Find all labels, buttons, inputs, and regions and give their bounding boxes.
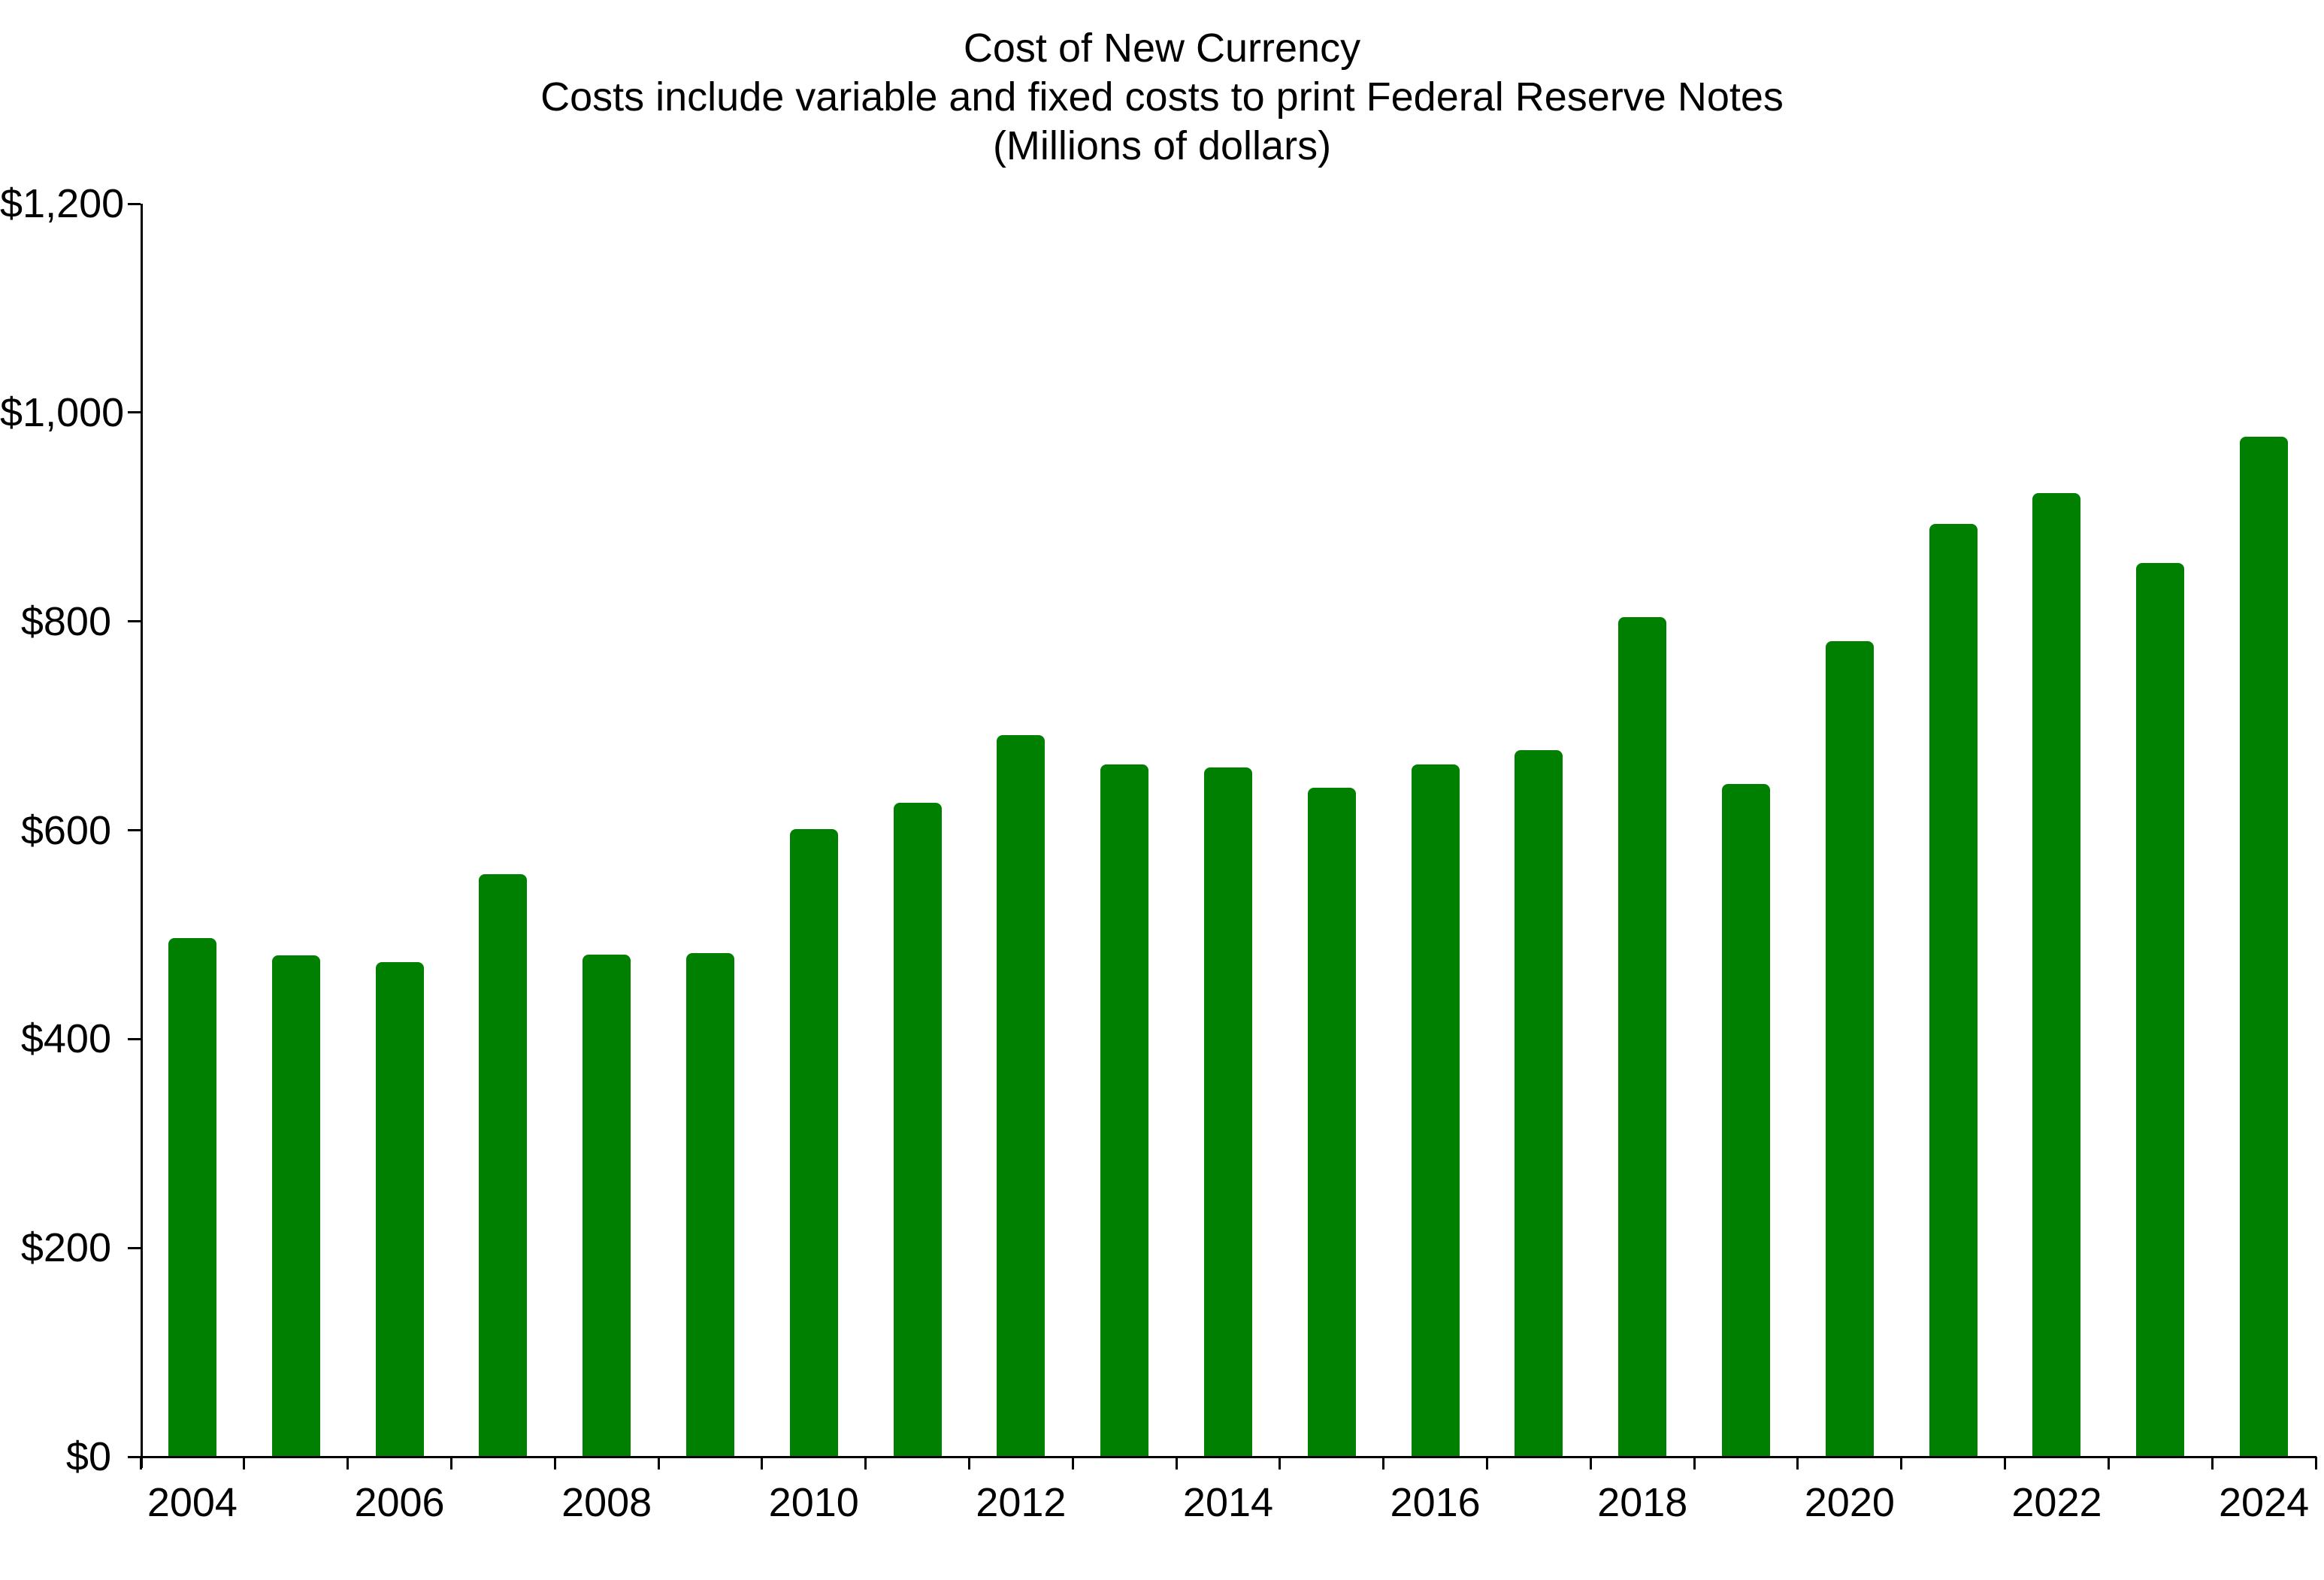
x-tick-20 xyxy=(2211,1457,2214,1470)
x-tick-10 xyxy=(1175,1457,1178,1470)
bar-2017 xyxy=(1515,749,1563,1457)
bar-2022 xyxy=(2032,492,2081,1457)
bar-2011 xyxy=(893,803,942,1457)
x-tick-label-2014: 2014 xyxy=(1182,1480,1274,1525)
x-tick-label-2004: 2004 xyxy=(147,1480,238,1525)
x-tick-14 xyxy=(1589,1457,1592,1470)
bar-2019 xyxy=(1722,784,1771,1457)
bar-2013 xyxy=(1100,764,1149,1457)
y-tick-label-200: $200 xyxy=(20,1225,111,1271)
y-tick-200 xyxy=(128,1246,141,1249)
chart-units-label: (Millions of dollars) xyxy=(992,123,1332,168)
y-axis xyxy=(141,204,143,1468)
y-tick-0 xyxy=(128,1455,141,1458)
x-tick-17 xyxy=(1900,1457,1903,1470)
y-tick-400 xyxy=(128,1037,141,1040)
x-tick-3 xyxy=(449,1457,452,1470)
x-tick-label-2012: 2012 xyxy=(976,1480,1067,1525)
x-tick-21 xyxy=(2314,1457,2317,1470)
y-tick-label-1200: $1,200 xyxy=(0,181,125,226)
x-tick-6 xyxy=(761,1457,764,1470)
y-tick-label-800: $800 xyxy=(20,598,111,644)
bar-2006 xyxy=(375,961,424,1457)
bar-2021 xyxy=(1929,524,1978,1457)
x-tick-label-2020: 2020 xyxy=(1804,1480,1895,1525)
x-tick-12 xyxy=(1382,1457,1385,1470)
x-tick-1 xyxy=(243,1457,246,1470)
x-tick-16 xyxy=(1796,1457,1799,1470)
y-tick-label-400: $400 xyxy=(20,1016,111,1062)
x-tick-5 xyxy=(657,1457,660,1470)
bar-2024 xyxy=(2240,436,2289,1457)
x-axis xyxy=(140,1455,2316,1458)
x-tick-19 xyxy=(2107,1457,2110,1470)
x-tick-18 xyxy=(2004,1457,2007,1470)
x-tick-2 xyxy=(346,1457,350,1470)
bar-2009 xyxy=(685,953,734,1457)
x-tick-label-2006: 2006 xyxy=(354,1480,445,1525)
x-tick-label-2010: 2010 xyxy=(768,1480,859,1525)
bar-2015 xyxy=(1307,787,1356,1457)
x-tick-13 xyxy=(1486,1457,1489,1470)
x-tick-11 xyxy=(1279,1457,1282,1470)
y-tick-label-600: $600 xyxy=(20,807,111,853)
y-tick-label-0: $0 xyxy=(65,1434,111,1479)
x-tick-4 xyxy=(553,1457,556,1470)
x-tick-15 xyxy=(1693,1457,1696,1470)
chart-subtitle: Costs include variable and fixed costs t… xyxy=(540,74,1784,120)
x-tick-9 xyxy=(1071,1457,1074,1470)
bar-2018 xyxy=(1618,617,1667,1457)
y-tick-800 xyxy=(128,620,141,623)
bar-2020 xyxy=(1825,641,1874,1457)
x-tick-label-2022: 2022 xyxy=(2011,1480,2102,1525)
chart-title: Cost of New Currency xyxy=(963,26,1361,71)
y-tick-600 xyxy=(128,829,141,831)
bar-2007 xyxy=(479,873,528,1457)
bar-2014 xyxy=(1204,767,1252,1457)
y-tick-label-1000: $1,000 xyxy=(0,389,125,435)
y-tick-1200 xyxy=(128,202,141,205)
bar-2023 xyxy=(2136,562,2185,1457)
bar-2004 xyxy=(168,937,216,1457)
bar-2012 xyxy=(997,735,1045,1457)
y-tick-1000 xyxy=(128,411,141,414)
x-tick-8 xyxy=(967,1457,970,1470)
bar-2005 xyxy=(271,955,320,1457)
x-tick-label-2016: 2016 xyxy=(1390,1480,1481,1525)
bar-2010 xyxy=(789,829,838,1457)
x-tick-label-2024: 2024 xyxy=(2219,1480,2310,1525)
bar-2008 xyxy=(583,954,631,1457)
bar-2016 xyxy=(1411,764,1460,1457)
x-tick-label-2008: 2008 xyxy=(561,1480,652,1525)
chart-title-block: Cost of New Currency Costs include varia… xyxy=(0,24,2324,171)
x-tick-label-2018: 2018 xyxy=(1597,1480,1688,1525)
x-tick-7 xyxy=(864,1457,867,1470)
